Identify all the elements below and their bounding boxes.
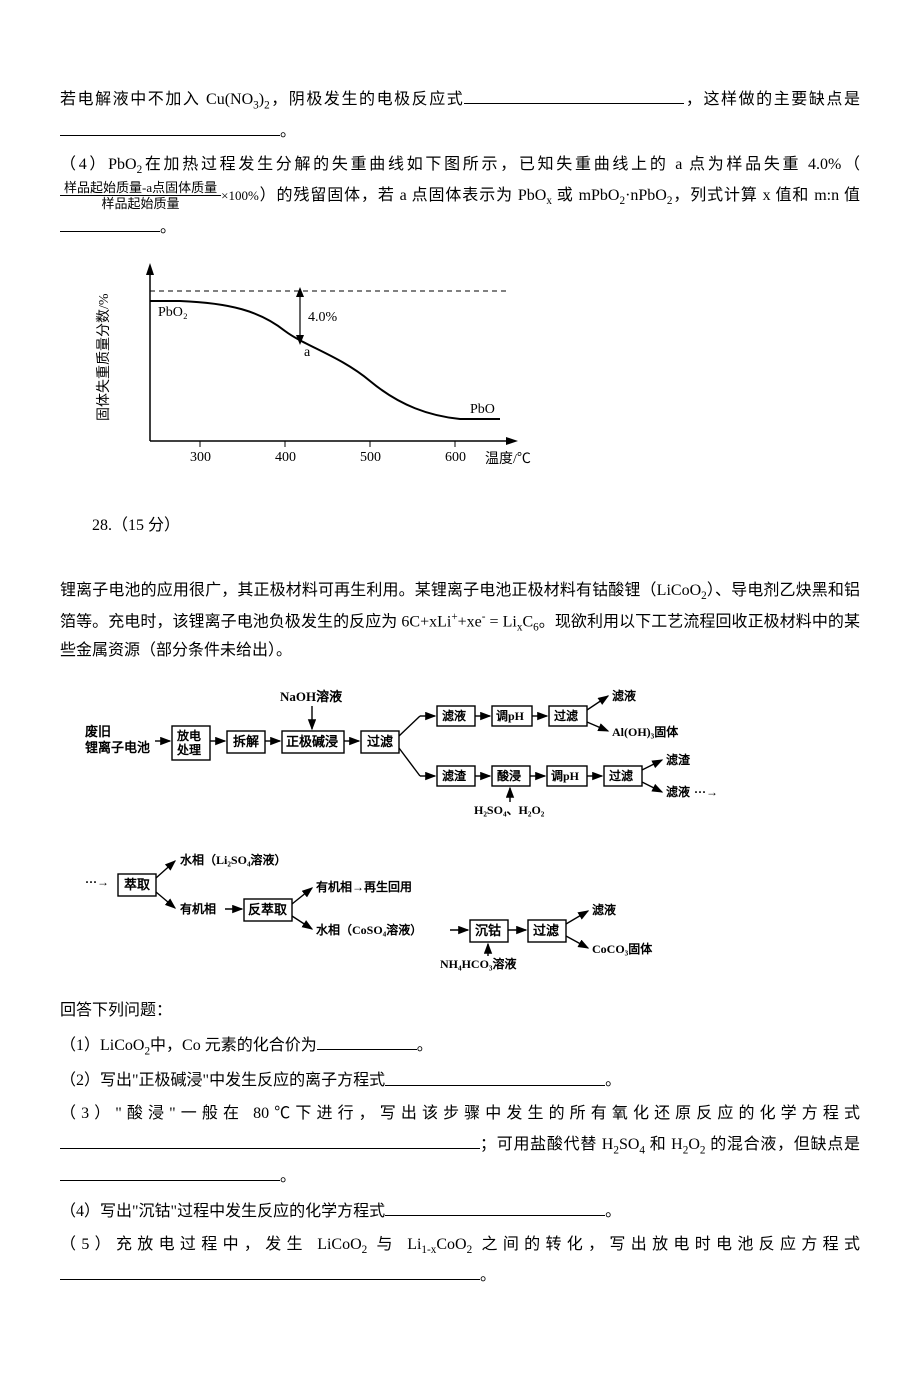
text: 或 mPbO <box>552 187 620 204</box>
svg-text:Al(OH)₃固体: Al(OH)₃固体 <box>612 724 679 739</box>
svg-text:400: 400 <box>275 450 296 465</box>
text: ×100% <box>221 188 259 203</box>
svg-text:拆解: 拆解 <box>233 734 259 749</box>
text: 若电解液中不加入 Cu(NO <box>60 91 253 108</box>
flow-svg: .fb{fill:#fff;stroke:#000;stroke-width:1… <box>80 676 840 976</box>
sub-q2: （2）写出"正极碱浸"中发生反应的离子方程式。 <box>60 1065 860 1096</box>
svg-text:正极碱浸: 正极碱浸 <box>286 734 338 749</box>
svg-text:H₂SO₄、H₂O₂: H₂SO₄、H₂O₂ <box>474 803 545 817</box>
svg-text:有机相: 有机相 <box>180 901 216 916</box>
blank-q3-1 <box>60 1129 480 1149</box>
frac-den: 样品起始质量 <box>60 196 221 212</box>
blank-xmn <box>60 212 160 232</box>
q-number: 28.（15 分） <box>92 512 180 541</box>
ylabel: 固体失重质量分数/% <box>96 293 112 421</box>
svg-text:NaOH溶液: NaOH溶液 <box>280 689 342 704</box>
svg-text:过滤: 过滤 <box>367 734 393 749</box>
blank-q1 <box>317 1030 417 1050</box>
svg-text:过滤: 过滤 <box>609 768 633 783</box>
svg-text:滤液: 滤液 <box>592 902 616 917</box>
svg-text:···→: ···→ <box>85 875 109 889</box>
svg-text:过滤: 过滤 <box>533 923 559 938</box>
drop-label: 4.0% <box>308 310 338 325</box>
q28-intro: 锂离子电池的应用很广，其正极材料可再生利用。某锂离子电池正极材料有钴酸锂（LiC… <box>60 577 860 666</box>
svg-text:反萃取: 反萃取 <box>248 902 288 917</box>
svg-text:滤液: 滤液 <box>666 784 690 799</box>
fraction: 样品起始质量-a点固体质量样品起始质量 <box>60 180 221 212</box>
text: ·nPbO <box>625 187 667 204</box>
sub-q5: （5）充放电过程中，发生 LiCoO2 与 Li1-xCoO2 之间的转化，写出… <box>60 1231 860 1291</box>
svg-text:300: 300 <box>190 450 211 465</box>
svg-text:过滤: 过滤 <box>554 708 578 723</box>
sub-q1: （1）LiCoO2中，Co 元素的化合价为。 <box>60 1030 860 1062</box>
text: 。 <box>160 219 176 236</box>
text: ，阴极发生的电极反应式 <box>270 91 465 108</box>
text: 在加热过程发生分解的失重曲线如下图所示，已知失重曲线上的 a 点为样品失重 4.… <box>142 156 860 173</box>
blank-q3-2 <box>60 1161 280 1181</box>
svg-text:···→: ···→ <box>694 785 718 799</box>
svg-text:沉钴: 沉钴 <box>475 923 501 938</box>
svg-text:滤渣: 滤渣 <box>442 768 467 783</box>
text: ，列式计算 x 值和 m:n 值 <box>672 187 860 204</box>
blank-cathode-eq <box>464 84 684 104</box>
svg-text:处理: 处理 <box>176 742 201 757</box>
para-electrolyte: 若电解液中不加入 Cu(NO3)2，阴极发生的电极反应式，这样做的主要缺点是。 <box>60 84 860 147</box>
svg-text:CoCO₃固体: CoCO₃固体 <box>592 941 653 956</box>
svg-text:NH₄HCO₃溶液: NH₄HCO₃溶液 <box>440 956 517 971</box>
blank-q4 <box>385 1196 605 1216</box>
text: （4）PbO <box>60 156 137 173</box>
frac-num: 样品起始质量-a点固体质量 <box>60 180 221 197</box>
sub-q4: （4）写出"沉钴"过程中发生反应的化学方程式。 <box>60 1196 860 1227</box>
xlabel: 温度/℃ <box>485 451 531 467</box>
svg-text:锂离子电池: 锂离子电池 <box>85 740 150 755</box>
a-label: a <box>304 345 311 360</box>
text: 。 <box>280 123 296 140</box>
tg-curve-chart: .svgtxt{font-family:SimSun,serif;font-si… <box>90 251 860 492</box>
blank-drawback <box>60 116 280 136</box>
svg-text:调pH: 调pH <box>496 709 525 723</box>
blank-q5 <box>60 1260 480 1280</box>
svg-text:放电: 放电 <box>176 728 201 743</box>
svg-text:滤渣: 滤渣 <box>666 752 691 767</box>
svg-text:500: 500 <box>360 450 381 465</box>
blank-q2 <box>385 1065 605 1085</box>
label-pbo: PbO <box>470 402 495 417</box>
svg-text:调pH: 调pH <box>551 769 580 783</box>
process-flowchart: .fb{fill:#fff;stroke:#000;stroke-width:1… <box>60 676 860 987</box>
para-q4: （4）PbO2在加热过程发生分解的失重曲线如下图所示，已知失重曲线上的 a 点为… <box>60 151 860 244</box>
svg-text:萃取: 萃取 <box>124 877 151 892</box>
svg-text:废旧: 废旧 <box>85 724 111 739</box>
q28-number: 28.（15 分） <box>60 512 860 541</box>
svg-text:滤液: 滤液 <box>612 688 636 703</box>
label-pbo2: PbO₂ <box>158 305 188 320</box>
svg-text:滤液: 滤液 <box>442 708 466 723</box>
text: ，这样做的主要缺点是 <box>684 91 860 108</box>
tg-svg: .svgtxt{font-family:SimSun,serif;font-si… <box>90 251 550 481</box>
text: ）的残留固体，若 a 点固体表示为 PbO <box>259 187 547 204</box>
svg-text:酸浸: 酸浸 <box>497 768 521 783</box>
svg-text:水相（Li₂SO₄溶液）: 水相（Li₂SO₄溶液） <box>180 852 287 867</box>
svg-text:600: 600 <box>445 450 466 465</box>
answer-header: 回答下列问题： <box>60 997 860 1026</box>
svg-text:有机相→再生回用: 有机相→再生回用 <box>316 879 412 894</box>
sub-q3: （3）"酸浸"一般在 80℃下进行，写出该步骤中发生的所有氧化还原反应的化学方程… <box>60 1100 860 1191</box>
svg-text:水相（CoSO₄溶液）: 水相（CoSO₄溶液） <box>316 922 422 937</box>
